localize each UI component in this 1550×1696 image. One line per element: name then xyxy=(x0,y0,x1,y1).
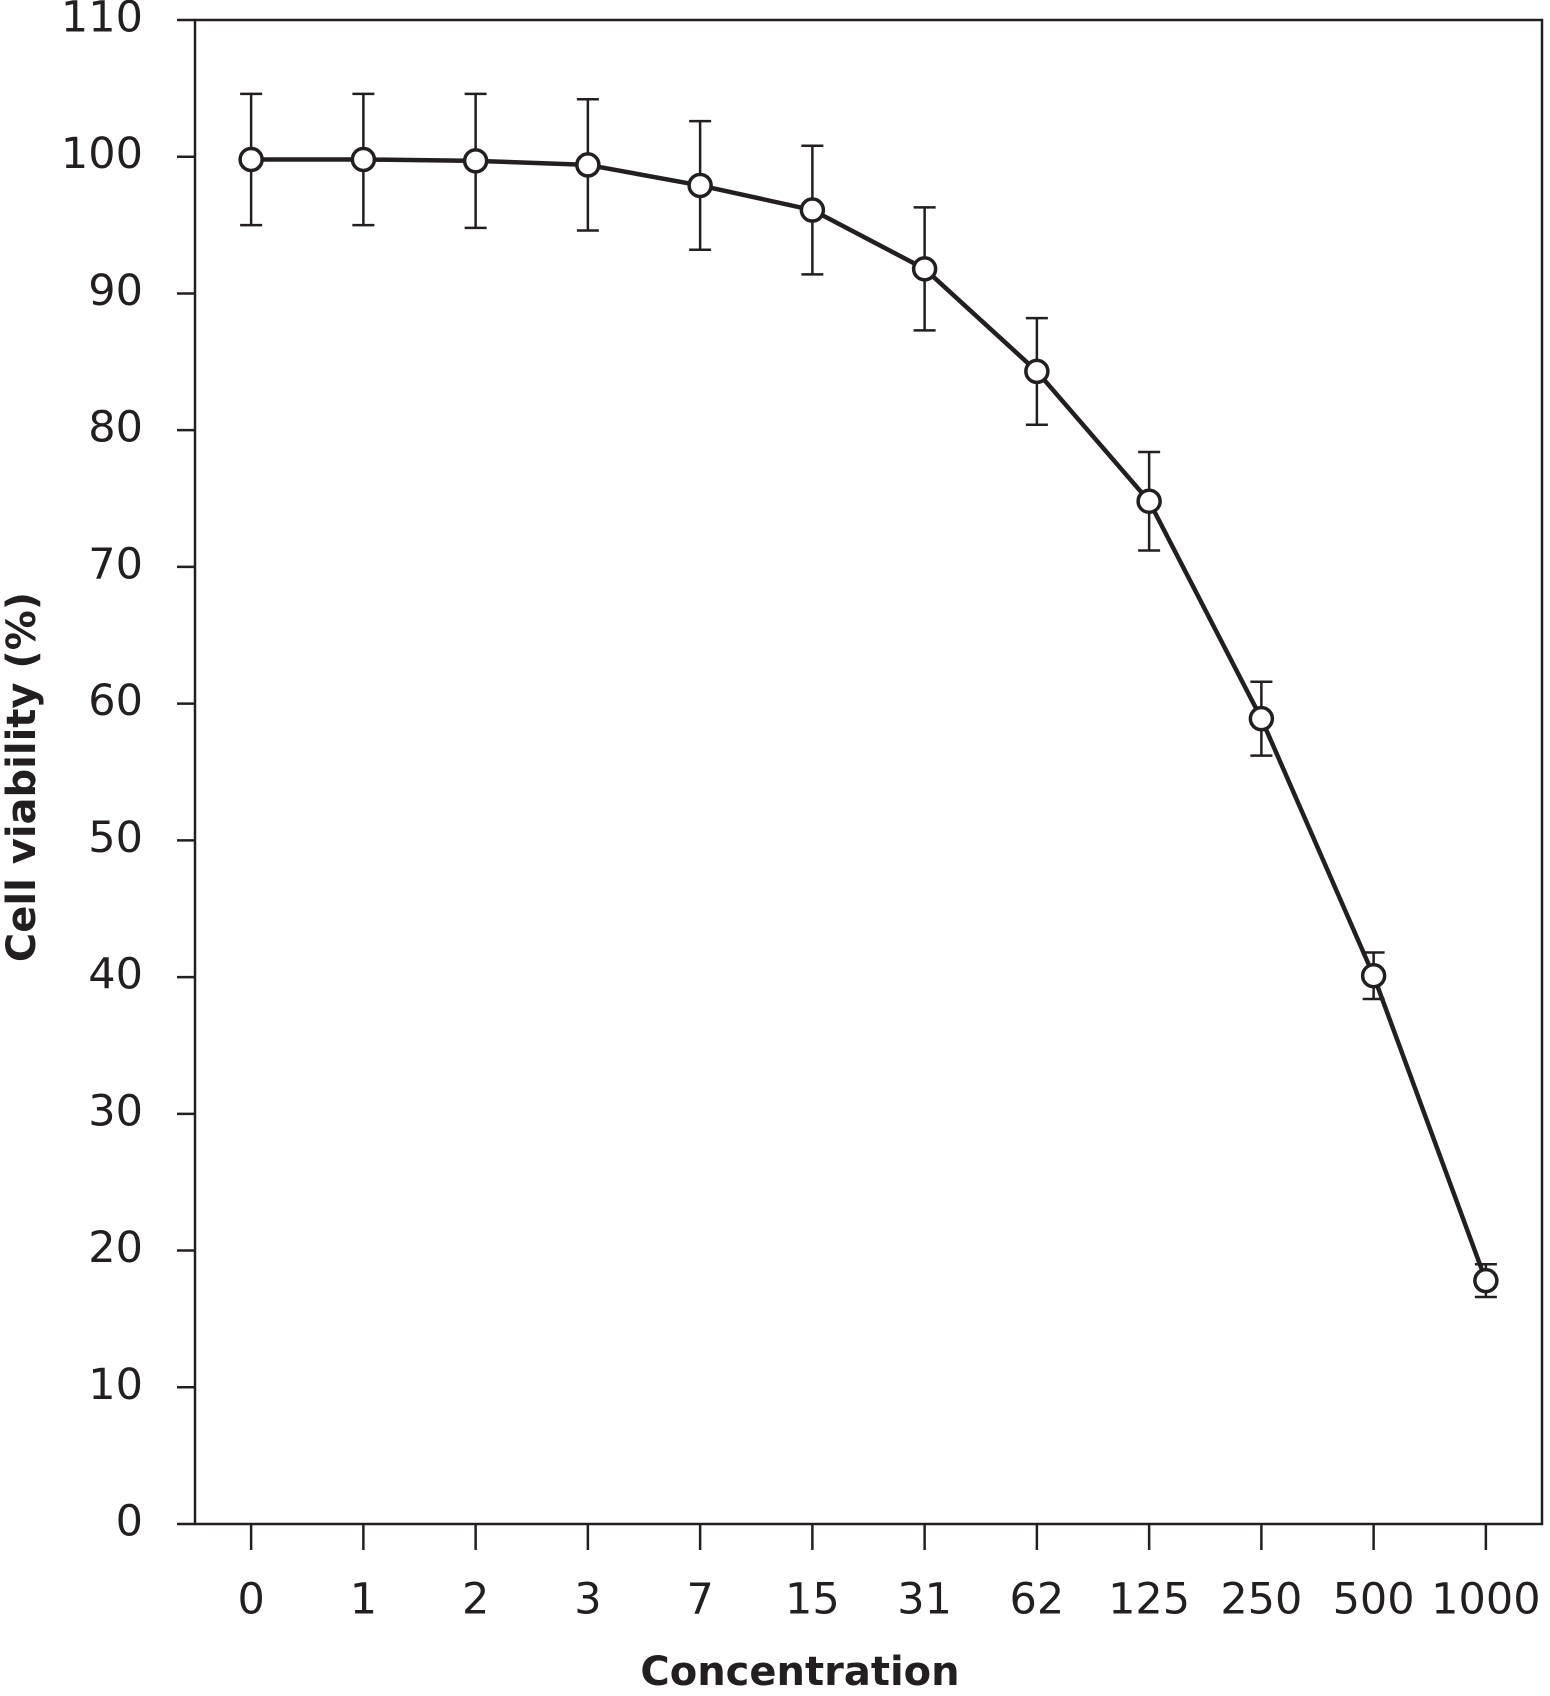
x-tick-label: 500 xyxy=(1333,1575,1415,1625)
y-tick-label: 50 xyxy=(88,813,143,863)
y-tick-label: 80 xyxy=(88,403,143,453)
x-tick-label: 125 xyxy=(1108,1575,1190,1625)
x-tick-label: 250 xyxy=(1220,1575,1302,1625)
x-tick-label: 0 xyxy=(237,1575,264,1625)
y-tick-label: 20 xyxy=(88,1223,143,1273)
y-tick-label: 30 xyxy=(88,1086,143,1136)
data-line xyxy=(251,157,1488,1282)
data-point xyxy=(1024,358,1050,385)
y-tick-label: 90 xyxy=(88,266,143,316)
data-point xyxy=(687,172,713,199)
y-tick-label: 110 xyxy=(61,0,143,43)
y-axis-title: Cell viability (%) xyxy=(0,592,45,962)
x-tick-label: 7 xyxy=(686,1575,713,1625)
data-point xyxy=(1248,705,1275,732)
data-point xyxy=(1473,1267,1499,1294)
x-tick-label: 2 xyxy=(462,1575,489,1625)
data-point xyxy=(238,146,264,173)
x-tick-label: 3 xyxy=(574,1575,601,1625)
data-point xyxy=(911,256,938,282)
y-tick-label: 40 xyxy=(88,950,143,1000)
y-tick-label: 10 xyxy=(88,1360,143,1410)
x-tick-label: 1 xyxy=(350,1575,377,1625)
x-tick-label: 62 xyxy=(1010,1575,1065,1625)
data-point xyxy=(462,148,489,174)
data-point xyxy=(1136,488,1162,515)
data-point xyxy=(350,146,377,173)
y-tick-label: 100 xyxy=(61,129,143,179)
data-point xyxy=(575,152,601,178)
y-tick-label: 0 xyxy=(116,1497,143,1547)
y-tick-label: 60 xyxy=(88,676,143,726)
x-tick-label: 1000 xyxy=(1431,1575,1540,1625)
data-point xyxy=(799,197,826,223)
x-tick-label: 31 xyxy=(897,1575,952,1625)
plot-frame xyxy=(193,18,1544,1526)
x-axis-title: Concentration xyxy=(640,1649,959,1695)
data-point xyxy=(1360,962,1387,989)
y-tick-label: 70 xyxy=(88,539,143,589)
x-tick-label: 15 xyxy=(785,1575,840,1625)
